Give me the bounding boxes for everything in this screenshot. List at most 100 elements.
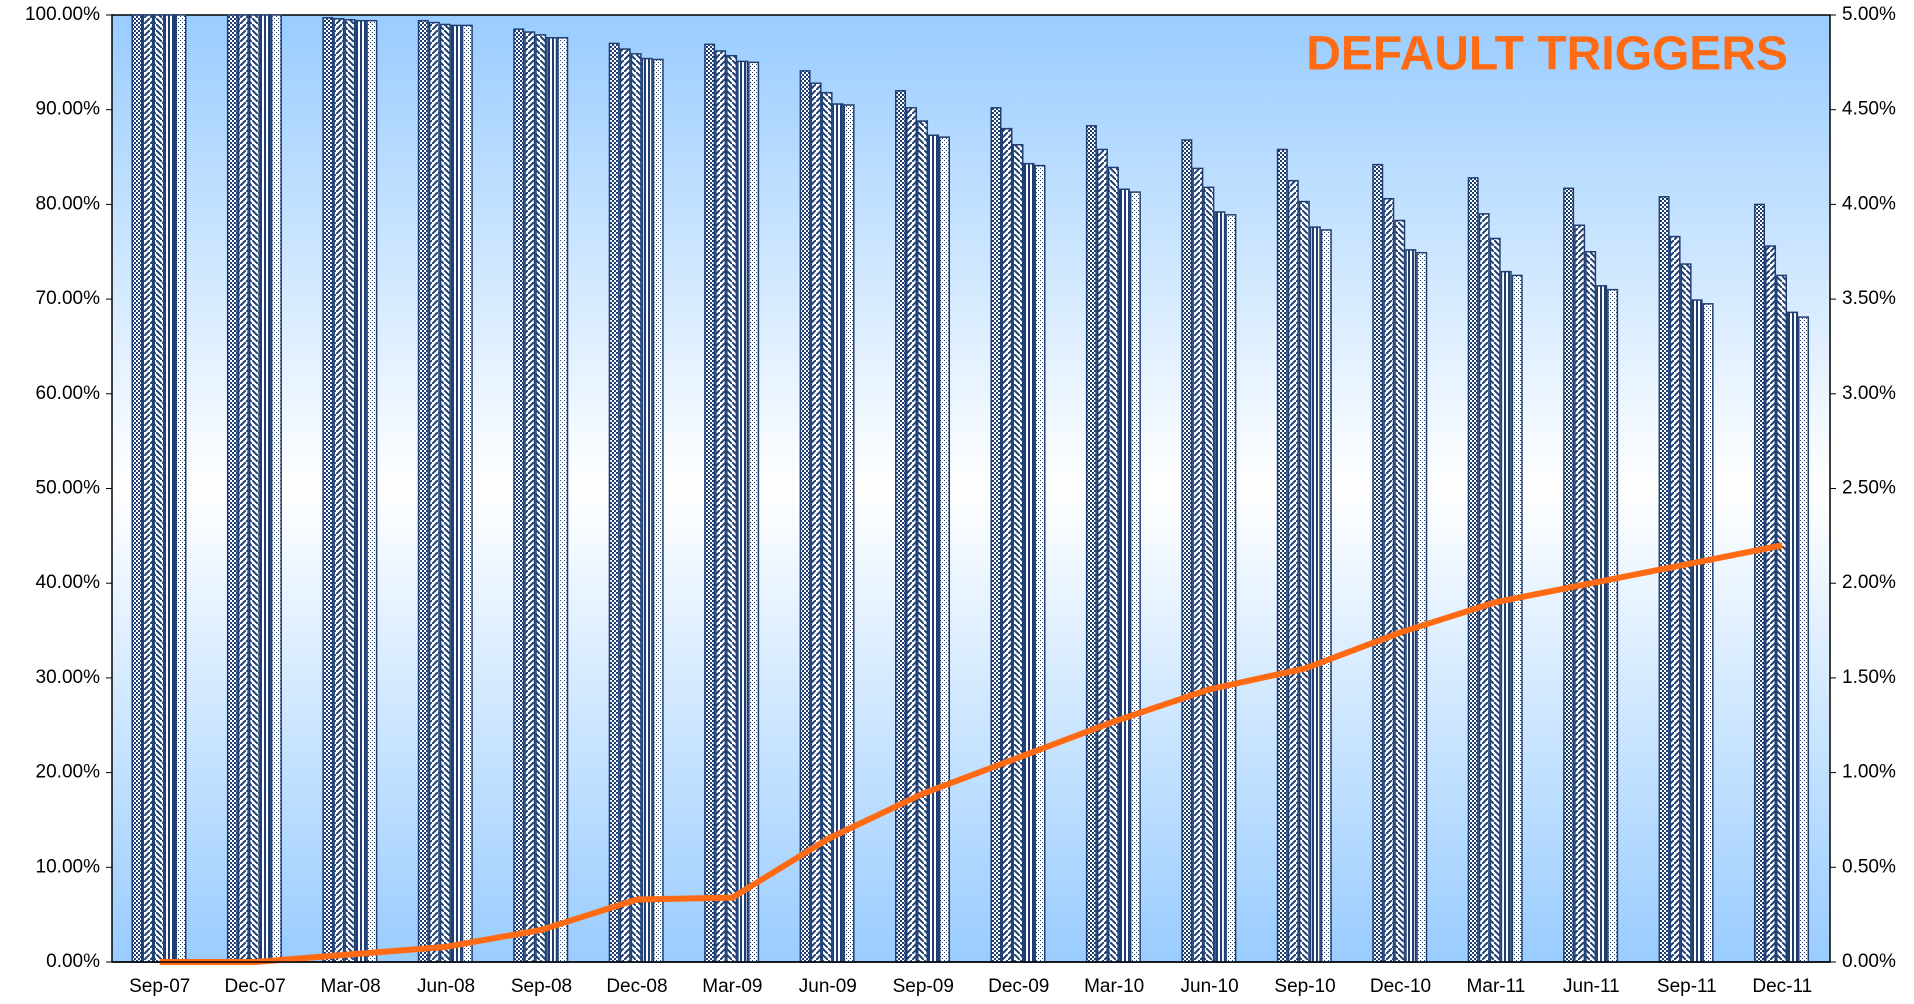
bar [1320, 229, 1332, 963]
bar [928, 134, 940, 963]
bar [248, 14, 260, 963]
bar [1776, 274, 1788, 963]
y2-tick-label: 2.00% [1842, 572, 1896, 593]
bar [608, 42, 620, 963]
bar [1596, 285, 1608, 963]
bar [1107, 166, 1119, 963]
x-tick-label: Jun-11 [1563, 976, 1620, 997]
y-tick-label: 0.00% [46, 951, 100, 972]
bar [1214, 211, 1226, 963]
bar [546, 36, 558, 963]
y2-tick-label: 0.00% [1842, 951, 1896, 972]
bar [1702, 303, 1714, 963]
bar [1225, 214, 1237, 963]
bar [1787, 311, 1799, 963]
bar [1563, 187, 1575, 963]
x-tick-label: Mar-09 [702, 976, 762, 997]
bar [1798, 316, 1810, 963]
bar [557, 36, 569, 963]
y2-tick-label: 1.50% [1842, 667, 1896, 688]
y-tick-label: 30.00% [36, 667, 101, 688]
bar [1511, 274, 1523, 963]
y-tick-label: 70.00% [36, 288, 101, 309]
bar [1034, 164, 1046, 963]
bar [821, 91, 833, 963]
bar [1203, 186, 1215, 963]
bar [226, 14, 238, 963]
y2-tick-label: 3.50% [1842, 288, 1896, 309]
bar [142, 14, 154, 963]
bar [895, 90, 907, 963]
bar [1023, 162, 1035, 963]
y-tick-label: 80.00% [36, 193, 101, 214]
bar [1574, 224, 1586, 963]
bar [164, 14, 176, 963]
bar [428, 21, 440, 963]
bar [450, 24, 462, 963]
y2-tick-label: 1.00% [1842, 762, 1896, 783]
y-tick-label: 60.00% [36, 383, 101, 404]
bar [939, 136, 951, 963]
bar [1500, 270, 1512, 963]
bar [344, 18, 356, 963]
x-tick-label: Jun-10 [1181, 976, 1239, 997]
bar [1372, 163, 1384, 963]
bar [1405, 249, 1417, 963]
y-tick-label: 40.00% [36, 572, 101, 593]
x-tick-label: Sep-10 [1274, 976, 1335, 997]
x-tick-label: Sep-09 [893, 976, 954, 997]
bar [726, 54, 738, 963]
x-tick-label: Sep-11 [1657, 976, 1717, 997]
y2-tick-label: 4.50% [1842, 99, 1896, 120]
x-tick-label: Dec-10 [1370, 976, 1431, 997]
bar [1012, 143, 1024, 963]
bar [1467, 177, 1479, 963]
bar [1383, 197, 1395, 963]
x-tick-label: Dec-09 [988, 976, 1049, 997]
bar [652, 58, 664, 963]
x-tick-label: Mar-11 [1467, 976, 1526, 997]
bar [322, 17, 334, 963]
bar [799, 70, 811, 963]
bar [524, 31, 536, 963]
x-tick-label: Sep-08 [511, 976, 572, 997]
bar [630, 53, 642, 963]
bar [917, 120, 929, 963]
bar [1181, 139, 1193, 963]
x-tick-label: Mar-08 [321, 976, 381, 997]
y-tick-label: 20.00% [36, 762, 101, 783]
x-tick-label: Sep-07 [129, 976, 190, 997]
bar [1096, 148, 1108, 963]
bar [704, 43, 716, 963]
y-tick-label: 10.00% [36, 856, 101, 877]
bar [990, 107, 1002, 963]
bar [1192, 167, 1204, 963]
bar [1001, 127, 1013, 963]
bar [461, 24, 473, 963]
bar [1680, 263, 1692, 963]
y-tick-label: 100.00% [25, 4, 100, 25]
bar [1287, 179, 1299, 963]
bar [1416, 251, 1428, 963]
bar [513, 28, 525, 963]
plot-area [111, 14, 1831, 963]
y2-tick-label: 3.00% [1842, 383, 1896, 404]
x-tick-label: Mar-10 [1084, 976, 1144, 997]
line [159, 542, 1783, 965]
bar [737, 60, 749, 963]
chart-title: DEFAULT TRIGGERS [1306, 28, 1788, 81]
x-tick-label: Jun-08 [417, 976, 475, 997]
bar [333, 18, 345, 963]
bar [175, 14, 187, 963]
y-tick-label: 90.00% [36, 99, 101, 120]
bar [1309, 226, 1321, 963]
bar [439, 23, 451, 963]
bar [259, 14, 271, 963]
bar [1394, 219, 1406, 963]
y2-tick-label: 4.00% [1842, 193, 1896, 214]
y2-tick-label: 2.50% [1842, 478, 1896, 499]
bar [417, 19, 429, 963]
y2-tick-label: 0.50% [1842, 856, 1896, 877]
